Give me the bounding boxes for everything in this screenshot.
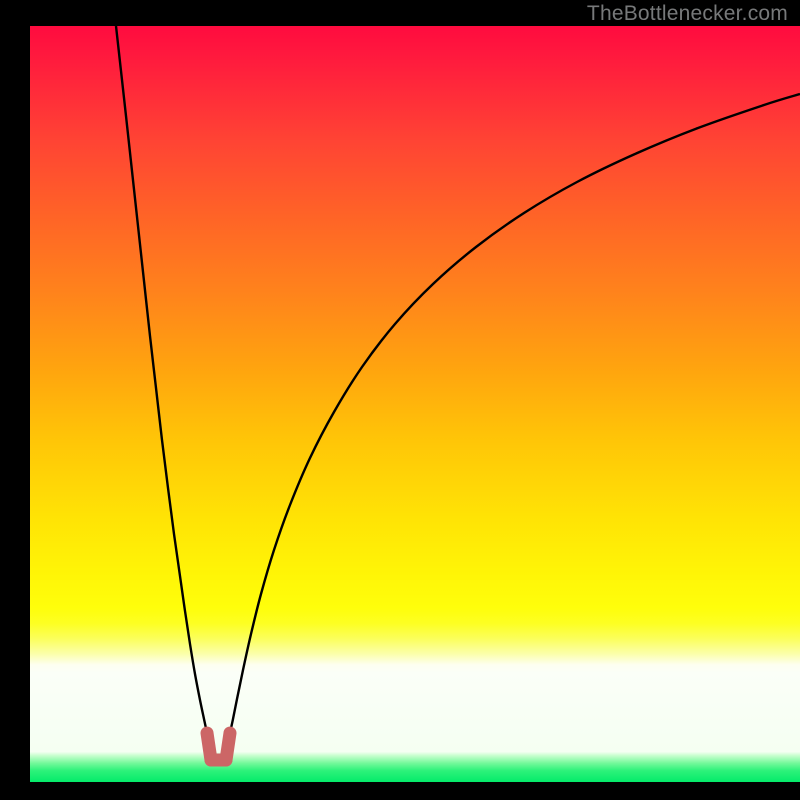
bracket-marker	[207, 733, 230, 760]
curve-right-branch	[230, 94, 800, 733]
bracket-right-arm	[226, 733, 230, 760]
bottleneck-curves	[30, 26, 800, 782]
curve-left-branch	[116, 26, 207, 733]
watermark-text: TheBottlenecker.com	[587, 2, 788, 26]
chart-plot-area	[30, 26, 800, 782]
